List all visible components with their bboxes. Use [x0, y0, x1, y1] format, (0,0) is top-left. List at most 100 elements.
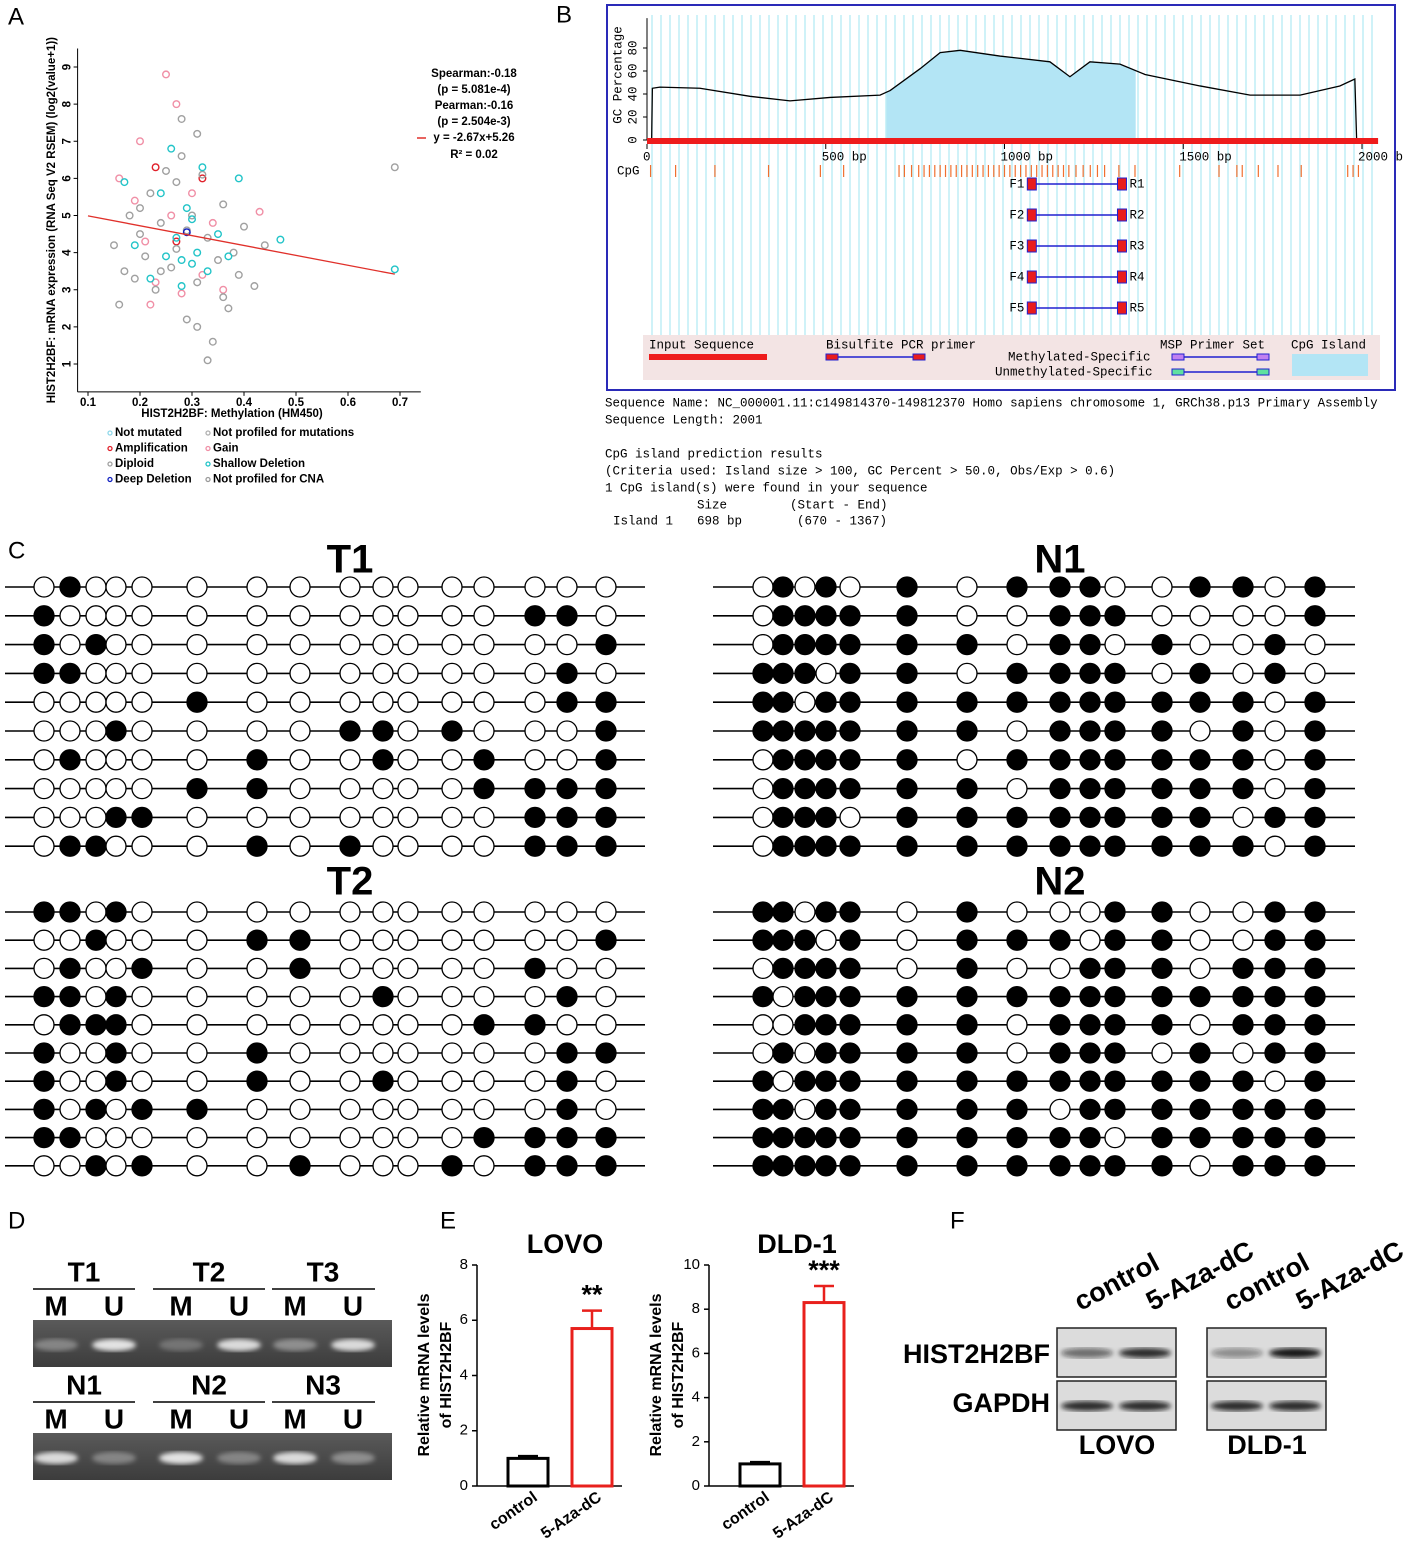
- cpg-site-status: [1232, 749, 1254, 771]
- cpg-site-status: [1304, 749, 1326, 771]
- legend-marker: [107, 461, 113, 467]
- cpg-site-status: [131, 777, 153, 800]
- primer-label: R1: [1129, 177, 1144, 191]
- scatter-point: [276, 235, 285, 244]
- cpg-site-status: [289, 929, 311, 951]
- cpg-site-status: [1079, 749, 1101, 771]
- table-header: Size: [697, 498, 727, 512]
- blot-band: [1269, 1401, 1321, 1411]
- cpg-label: CpG: [617, 164, 640, 178]
- scatter-point: [161, 166, 170, 175]
- cpg-site-status: [595, 1014, 617, 1036]
- cpg-site-status: [752, 1070, 774, 1092]
- y-tick-label: 80: [626, 40, 640, 55]
- lane-label: U: [343, 1403, 363, 1434]
- cpg-site-status: [1104, 835, 1126, 857]
- cpg-site-status: [556, 1014, 578, 1036]
- cpg-site-status: [956, 957, 978, 980]
- cpg-site-status: [1232, 1014, 1254, 1036]
- x-tick-label: 1500 bp: [1179, 150, 1232, 164]
- cpg-site-status: [105, 985, 127, 1008]
- scatter-point: [156, 189, 165, 198]
- cpg-site-status: [1104, 957, 1126, 980]
- cpg-site-status: [186, 1126, 208, 1149]
- cpg-site-status: [105, 957, 127, 980]
- cpg-site-status: [1232, 985, 1254, 1008]
- x-tick-label: 0.4: [236, 397, 253, 409]
- cpg-site-status: [246, 605, 268, 627]
- scatter-point: [172, 178, 181, 187]
- cpg-site-status: [1151, 1098, 1173, 1121]
- cpg-site-status: [59, 1014, 81, 1036]
- cpg-site-status: [1151, 1070, 1173, 1092]
- cpg-site-status: [1264, 929, 1286, 951]
- cpg-site-status: [1049, 777, 1071, 800]
- cpg-site-status: [105, 576, 127, 598]
- y-axis-label: GC Percentage: [611, 26, 625, 124]
- cpg-site-status: [246, 835, 268, 857]
- blot-band: [1119, 1348, 1171, 1358]
- cpg-site-status: [1006, 633, 1028, 656]
- cpg-site-status: [1006, 1070, 1028, 1092]
- cpg-site-status: [1264, 1042, 1286, 1064]
- cpg-site-status: [752, 576, 774, 598]
- sample-title: N2: [1034, 860, 1085, 904]
- cpg-site-status: [1264, 806, 1286, 829]
- scatter-point: [115, 300, 124, 309]
- cpg-site-status: [794, 835, 816, 857]
- cpg-site-status: [1006, 835, 1028, 857]
- cpg-site-status: [524, 901, 546, 923]
- cell-line-label: LOVO: [1079, 1430, 1156, 1460]
- primer-label: R5: [1129, 301, 1144, 315]
- cpg-site-status: [1079, 662, 1101, 685]
- cpg-site-status: [441, 1042, 463, 1064]
- cpg-site-status: [1006, 749, 1028, 771]
- cpg-site-status: [1189, 1042, 1211, 1064]
- cpg-site-status: [595, 605, 617, 627]
- cpg-site-status: [441, 957, 463, 980]
- cpg-site-status: [246, 691, 268, 713]
- cpg-site-status: [1079, 957, 1101, 980]
- cpg-site-status: [246, 806, 268, 829]
- y-axis-label: Relative mRNA levels: [648, 1293, 665, 1456]
- cpg-site-status: [59, 901, 81, 923]
- cpg-site-status: [59, 720, 81, 742]
- cpg-site-status: [1189, 957, 1211, 980]
- cpg-site-status: [794, 806, 816, 829]
- cpg-site-status: [59, 1126, 81, 1149]
- cpg-site-status: [372, 749, 394, 771]
- cpg-site-status: [556, 985, 578, 1008]
- legend-marker: [205, 476, 211, 483]
- scatter-point: [177, 152, 186, 161]
- cpg-site-status: [839, 901, 861, 923]
- cpg-site-status: [815, 749, 837, 771]
- primer-forward: [1026, 239, 1037, 253]
- cpg-site-status: [186, 662, 208, 685]
- sequence-info: (Criteria used: Island size > 100, GC Pe…: [605, 464, 1115, 478]
- cpg-site-status: [397, 576, 419, 598]
- cpg-site-status: [1264, 576, 1286, 598]
- legend-label: CpG Island: [1291, 338, 1366, 352]
- cpg-site-status: [186, 901, 208, 923]
- cpg-site-status: [1189, 835, 1211, 857]
- cpg-site-status: [794, 1070, 816, 1092]
- cpg-site-status: [33, 1070, 55, 1092]
- cpg-site-status: [85, 749, 107, 771]
- cpg-site-status: [1104, 1042, 1126, 1064]
- y-tick-label: 5: [62, 212, 74, 219]
- cpg-site-status: [794, 720, 816, 742]
- cpg-site-status: [524, 1126, 546, 1149]
- cpg-site-status: [595, 1155, 617, 1177]
- gel-band: [331, 1452, 375, 1464]
- cpg-site-status: [815, 576, 837, 598]
- legend-symbol: [825, 353, 839, 361]
- primer-label: R3: [1129, 239, 1144, 253]
- cpg-site-status: [473, 1098, 495, 1121]
- cpg-site-status: [289, 901, 311, 923]
- cpg-site-status: [896, 1155, 918, 1177]
- cpg-site-status: [33, 1126, 55, 1149]
- cpg-site-status: [289, 633, 311, 656]
- cpg-site-status: [815, 633, 837, 656]
- cpg-site-status: [839, 1070, 861, 1092]
- cpg-site-status: [289, 1155, 311, 1177]
